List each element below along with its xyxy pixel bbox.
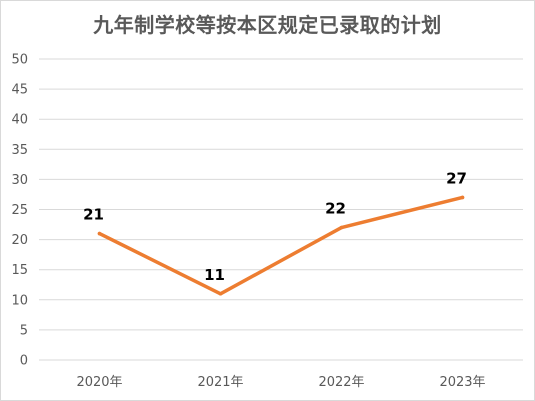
- data-point: [97, 231, 102, 236]
- x-tick-label: 2020年: [76, 375, 122, 390]
- data-label: 21: [83, 206, 104, 224]
- y-tick-label: 0: [20, 354, 28, 369]
- y-tick-label: 40: [11, 113, 28, 128]
- data-label: 27: [446, 169, 467, 187]
- data-point: [460, 195, 465, 200]
- chart-title: 九年制学校等按本区规定已录取的计划: [93, 13, 442, 37]
- data-label: 22: [325, 200, 346, 218]
- y-tick-label: 30: [11, 173, 28, 188]
- x-tick-label: 2022年: [318, 375, 364, 390]
- y-tick-label: 10: [11, 293, 28, 308]
- y-tick-label: 45: [11, 83, 28, 98]
- data-point: [339, 225, 344, 230]
- x-tick-label: 2021年: [197, 375, 243, 390]
- y-tick-label: 15: [11, 263, 28, 278]
- series-line: [97, 195, 465, 296]
- data-point: [218, 291, 223, 296]
- y-tick-label: 50: [11, 53, 28, 68]
- y-tick-label: 25: [11, 203, 28, 218]
- x-tick-label: 2023年: [439, 375, 485, 390]
- y-tick-label: 5: [20, 323, 28, 338]
- data-label: 11: [204, 266, 225, 284]
- y-tick-label: 20: [11, 233, 28, 248]
- y-tick-label: 35: [11, 143, 28, 158]
